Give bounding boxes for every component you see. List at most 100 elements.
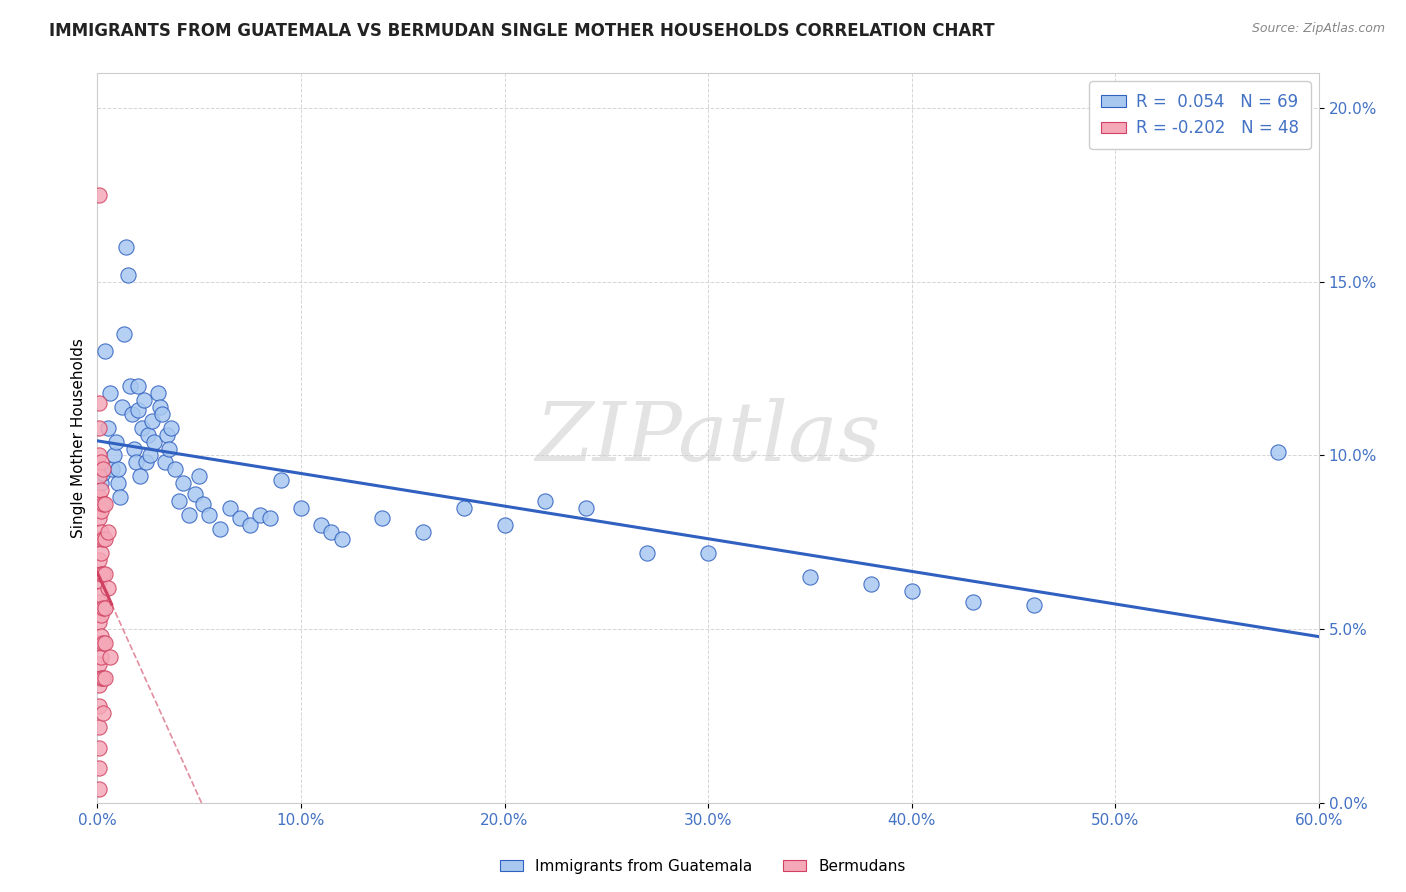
Point xyxy=(141,414,163,428)
Point xyxy=(159,420,181,434)
Point xyxy=(188,469,211,483)
Point xyxy=(249,508,271,522)
Point xyxy=(534,493,557,508)
Point xyxy=(96,581,118,595)
Point xyxy=(89,657,111,672)
Point xyxy=(90,483,112,498)
Point xyxy=(94,532,117,546)
Point xyxy=(98,385,121,400)
Point xyxy=(90,671,112,685)
Point xyxy=(90,566,112,581)
Point xyxy=(311,518,333,533)
Point xyxy=(143,434,166,449)
Point xyxy=(90,650,112,665)
Point xyxy=(93,706,115,720)
Point xyxy=(575,500,598,515)
Point xyxy=(108,490,131,504)
Point xyxy=(94,566,117,581)
Point xyxy=(259,511,281,525)
Legend: R =  0.054   N = 69, R = -0.202   N = 48: R = 0.054 N = 69, R = -0.202 N = 48 xyxy=(1090,81,1310,149)
Point xyxy=(117,268,139,282)
Point xyxy=(89,511,111,525)
Point xyxy=(371,511,394,525)
Point xyxy=(321,524,343,539)
Point xyxy=(129,469,152,483)
Point xyxy=(89,532,111,546)
Point xyxy=(135,455,157,469)
Point xyxy=(172,476,194,491)
Point xyxy=(94,497,117,511)
Point xyxy=(90,476,112,491)
Point xyxy=(153,455,176,469)
Point xyxy=(167,493,190,508)
Point xyxy=(93,466,115,480)
Point xyxy=(93,532,115,546)
Point xyxy=(122,442,145,456)
Point xyxy=(89,636,111,650)
Point xyxy=(139,449,162,463)
Point xyxy=(136,427,159,442)
Point xyxy=(89,553,111,567)
Point xyxy=(89,782,111,797)
Point xyxy=(100,462,122,476)
Point xyxy=(89,490,111,504)
Point xyxy=(1022,598,1045,612)
Point xyxy=(148,385,170,400)
Point xyxy=(89,449,111,463)
Point xyxy=(90,588,112,602)
Point xyxy=(93,601,115,615)
Point xyxy=(104,434,127,449)
Point xyxy=(90,629,112,643)
Point xyxy=(697,546,720,560)
Point xyxy=(127,379,149,393)
Point xyxy=(198,508,221,522)
Point xyxy=(90,504,112,518)
Point xyxy=(494,518,516,533)
Point xyxy=(184,487,207,501)
Point xyxy=(89,678,111,692)
Point xyxy=(96,420,118,434)
Point xyxy=(121,407,143,421)
Point xyxy=(208,521,231,535)
Point xyxy=(90,608,112,623)
Point xyxy=(90,455,112,469)
Point xyxy=(107,476,129,491)
Point xyxy=(94,636,117,650)
Point xyxy=(89,396,111,410)
Point xyxy=(229,511,252,525)
Point xyxy=(93,462,115,476)
Point xyxy=(1267,445,1289,459)
Point xyxy=(93,636,115,650)
Point xyxy=(218,500,240,515)
Point xyxy=(107,462,129,476)
Point xyxy=(900,584,922,599)
Point xyxy=(125,455,148,469)
Point xyxy=(93,671,115,685)
Point xyxy=(89,187,111,202)
Point xyxy=(290,500,312,515)
Point xyxy=(330,532,353,546)
Text: ZIPatlas: ZIPatlas xyxy=(536,398,880,478)
Point xyxy=(89,574,111,588)
Point xyxy=(93,497,115,511)
Point xyxy=(89,420,111,434)
Legend: Immigrants from Guatemala, Bermudans: Immigrants from Guatemala, Bermudans xyxy=(494,853,912,880)
Point xyxy=(163,462,186,476)
Text: Source: ZipAtlas.com: Source: ZipAtlas.com xyxy=(1251,22,1385,36)
Point xyxy=(103,449,125,463)
Point xyxy=(193,497,215,511)
Point xyxy=(90,524,112,539)
Point xyxy=(93,566,115,581)
Point xyxy=(270,473,292,487)
Point xyxy=(134,392,156,407)
Point xyxy=(131,420,153,434)
Point xyxy=(453,500,475,515)
Point xyxy=(859,577,882,591)
Point xyxy=(152,407,174,421)
Point xyxy=(89,761,111,775)
Point xyxy=(89,469,111,483)
Point xyxy=(98,650,121,665)
Point xyxy=(90,546,112,560)
Point xyxy=(112,326,135,341)
Point xyxy=(89,698,111,713)
